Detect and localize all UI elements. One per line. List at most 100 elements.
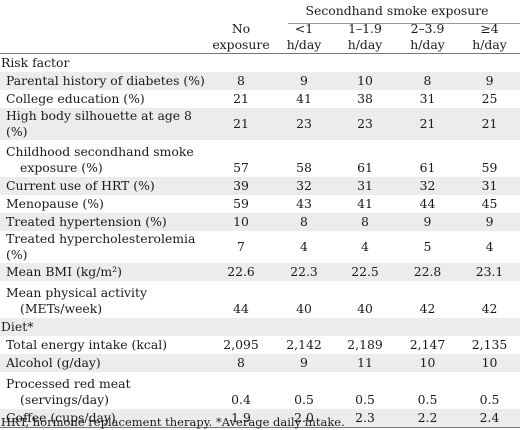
value-cell: 11 bbox=[334, 354, 396, 372]
value-cell: 8 bbox=[334, 213, 396, 231]
value-cell: 10 bbox=[334, 72, 396, 90]
row-label-line: Treated hypertension (%) bbox=[6, 214, 167, 229]
table-row: College education (%) 21 41 38 31 25 bbox=[0, 90, 520, 108]
value-cell: 8 bbox=[208, 72, 274, 90]
value-cell: 31 bbox=[419, 91, 436, 106]
value-cell: 22.6 bbox=[208, 263, 274, 281]
value-cell: 2,095 bbox=[223, 337, 259, 352]
value-cell: 21 bbox=[208, 108, 274, 140]
value-cell: 9 bbox=[459, 72, 520, 90]
value-cell: 41 bbox=[296, 91, 312, 106]
row-label: Current use of HRT (%) bbox=[0, 177, 208, 195]
row-label: Menopause (%) bbox=[0, 195, 208, 213]
row-label-line: Parental history of diabetes (%) bbox=[6, 73, 205, 88]
value-cell: 22.8 bbox=[396, 263, 459, 281]
section-header-row: Diet* bbox=[0, 318, 520, 336]
value-cell: 2,135 bbox=[471, 337, 508, 352]
value-cell: 59 bbox=[233, 196, 249, 211]
value-cell: 32 bbox=[274, 177, 334, 195]
header-columns-row: No exposure <1 h/day 1–1.9 h/day 2–3.9 h/day… bbox=[0, 21, 520, 54]
row-label-line: Mean physical activity bbox=[6, 285, 147, 300]
value-cell: 42 bbox=[481, 301, 498, 316]
row-label: High body silhouette at age 8 (%) bbox=[0, 108, 208, 140]
value-cell: 2,189 bbox=[347, 337, 383, 352]
row-label-line: Processed red meat bbox=[6, 376, 131, 391]
value-cell: 32 bbox=[396, 177, 459, 195]
value-cell: 2.3 bbox=[334, 409, 396, 428]
value-cell: 38 bbox=[357, 91, 373, 106]
row-label-line: Menopause (%) bbox=[6, 196, 104, 211]
value-cell: 23.1 bbox=[459, 263, 520, 281]
row-label: Parental history of diabetes (%) bbox=[0, 72, 208, 90]
value-cell: 25 bbox=[481, 91, 498, 106]
value-cell: 44 bbox=[419, 196, 436, 211]
value-cell: 21 bbox=[396, 108, 459, 140]
row-label-line: College education (%) bbox=[6, 91, 145, 106]
row-label-line: (servings/day) bbox=[20, 392, 110, 407]
value-cell: 2,142 bbox=[286, 337, 322, 352]
value-cell: 4 bbox=[485, 239, 494, 254]
row-label: Treated hypertension (%) bbox=[0, 213, 208, 231]
row-label: Total energy intake (kcal) bbox=[0, 336, 208, 354]
row-label-line: Alcohol (g/day) bbox=[6, 355, 101, 370]
row-label: Alcohol (g/day) bbox=[0, 354, 208, 372]
value-cell: 45 bbox=[481, 196, 498, 211]
value-cell: 1.9 bbox=[208, 409, 274, 428]
value-cell: 10 bbox=[208, 213, 274, 231]
col-header-1-19: 1–1.9 h/day bbox=[334, 21, 396, 54]
value-cell: 58 bbox=[296, 160, 312, 175]
value-cell: 10 bbox=[396, 354, 459, 372]
value-cell: 31 bbox=[459, 177, 520, 195]
row-label-line: exposure (%) bbox=[20, 160, 103, 175]
row-label: Processed red meat (servings/day) bbox=[0, 372, 208, 409]
value-cell: 2.4 bbox=[459, 409, 520, 428]
group-title-cell: Secondhand smoke exposure bbox=[274, 0, 520, 24]
value-cell: 9 bbox=[274, 354, 334, 372]
value-cell: 0.5 bbox=[294, 392, 314, 407]
value-cell: 8 bbox=[274, 213, 334, 231]
row-label: College education (%) bbox=[0, 90, 208, 108]
section-title: Diet* bbox=[0, 318, 520, 336]
value-cell: 57 bbox=[233, 160, 249, 175]
value-cell: 5 bbox=[423, 239, 432, 254]
value-cell: 9 bbox=[274, 72, 334, 90]
value-cell: 61 bbox=[419, 160, 436, 175]
value-cell: 22.5 bbox=[334, 263, 396, 281]
value-cell: 4 bbox=[300, 239, 308, 254]
col-header-no-exposure: No exposure bbox=[208, 21, 274, 54]
table-row: Coffee (cups/day) 1.9 2.0 2.3 2.2 2.4 bbox=[0, 409, 520, 428]
row-label-line: Treated hypercholesterolemia (%) bbox=[6, 231, 196, 262]
row-label-line: Mean BMI (kg/m²) bbox=[6, 264, 122, 279]
value-cell: 21 bbox=[459, 108, 520, 140]
group-title: Secondhand smoke exposure bbox=[305, 2, 489, 18]
value-cell: 0.5 bbox=[479, 392, 500, 407]
table-row: Alcohol (g/day) 8 9 11 10 10 bbox=[0, 354, 520, 372]
value-cell: 0.5 bbox=[355, 392, 375, 407]
row-label: Mean physical activity (METs/week) bbox=[0, 281, 208, 318]
table-row: Parental history of diabetes (%) 8 9 10 8 9 bbox=[0, 72, 520, 90]
row-label-line: (METs/week) bbox=[20, 301, 103, 316]
table-row: Childhood secondhand smoke exposure (%) 57… bbox=[0, 140, 520, 177]
table-row: Total energy intake (kcal) 2,095 2,142 2,18… bbox=[0, 336, 520, 354]
table-row: Mean BMI (kg/m²) 22.6 22.3 22.5 22.8 23.1 bbox=[0, 263, 520, 281]
table-row: Processed red meat (servings/day) 0.4 0.5 0.… bbox=[0, 372, 520, 409]
table-row: Menopause (%) 59 43 41 44 45 bbox=[0, 195, 520, 213]
group-title-rule bbox=[288, 23, 520, 24]
section-header-row: Risk factor bbox=[0, 54, 520, 73]
row-label: Childhood secondhand smoke exposure (%) bbox=[0, 140, 208, 177]
value-cell: 41 bbox=[357, 196, 373, 211]
header-group-row: Secondhand smoke exposure bbox=[0, 0, 520, 24]
value-cell: 39 bbox=[208, 177, 274, 195]
value-cell: 40 bbox=[357, 301, 373, 316]
table-row: Current use of HRT (%) 39 32 31 32 31 bbox=[0, 177, 520, 195]
row-label-line: Coffee (cups/day) bbox=[6, 410, 116, 425]
value-cell: 8 bbox=[396, 72, 459, 90]
row-label-line: High body silhouette at age 8 (%) bbox=[6, 108, 192, 139]
row-label: Treated hypercholesterolemia (%) bbox=[0, 231, 208, 263]
col-header-lt1: <1 h/day bbox=[274, 21, 334, 54]
col-header-2-39: 2–3.9 h/day bbox=[396, 21, 459, 54]
value-cell: 44 bbox=[233, 301, 249, 316]
value-cell: 23 bbox=[274, 108, 334, 140]
